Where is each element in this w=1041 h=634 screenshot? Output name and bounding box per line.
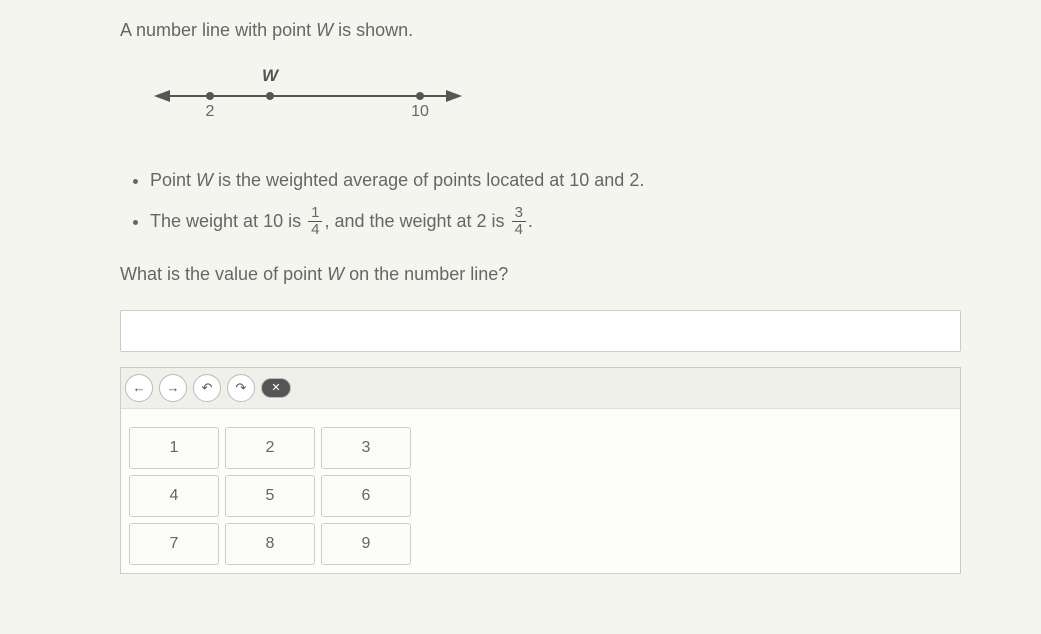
key-4[interactable]: 4	[129, 475, 219, 517]
intro-var: W	[316, 20, 333, 40]
bullet-1: Point W is the weighted average of point…	[150, 166, 961, 195]
question-text: What is the value of point W on the numb…	[120, 264, 961, 285]
numberline-label-w: W	[262, 66, 280, 85]
q-prefix: What is the value of point	[120, 264, 327, 284]
q-suffix: on the number line?	[344, 264, 508, 284]
key-8[interactable]: 8	[225, 523, 315, 565]
clear-icon: ✕	[271, 381, 280, 394]
key-5[interactable]: 5	[225, 475, 315, 517]
key-3[interactable]: 3	[321, 427, 411, 469]
q-var: W	[327, 264, 344, 284]
b1-var: W	[196, 170, 213, 190]
key-7[interactable]: 7	[129, 523, 219, 565]
fraction-1: 14	[308, 205, 322, 239]
b2-mid: , and the weight at 2 is	[324, 211, 509, 231]
bullet-list: Point W is the weighted average of point…	[150, 166, 961, 239]
b2-suffix: .	[528, 211, 533, 231]
clear-button[interactable]: ✕	[261, 378, 291, 398]
arrow-right-icon: →	[167, 380, 180, 395]
frac1-den: 4	[308, 222, 322, 239]
frac2-num: 3	[512, 205, 526, 223]
undo-button[interactable]: ↶	[193, 374, 221, 402]
numberline-svg: W 2 10	[160, 61, 460, 131]
answer-input[interactable]	[120, 310, 961, 352]
key-6[interactable]: 6	[321, 475, 411, 517]
numberline-figure: W 2 10	[160, 61, 961, 136]
arrow-left-icon: ←	[133, 380, 146, 395]
fraction-2: 34	[512, 205, 526, 239]
intro-suffix: is shown.	[333, 20, 413, 40]
forward-button[interactable]: →	[159, 374, 187, 402]
keypad: 1 2 3 4 5 6 7 8 9	[121, 419, 960, 573]
key-2[interactable]: 2	[225, 427, 315, 469]
intro-prefix: A number line with point	[120, 20, 316, 40]
intro-text: A number line with point W is shown.	[120, 20, 961, 41]
b2-prefix: The weight at 10 is	[150, 211, 306, 231]
key-9[interactable]: 9	[321, 523, 411, 565]
bullet-2: The weight at 10 is 14, and the weight a…	[150, 205, 961, 239]
frac1-num: 1	[308, 205, 322, 223]
back-button[interactable]: ←	[125, 374, 153, 402]
b1-prefix: Point	[150, 170, 196, 190]
numberline-tick-left: 2	[206, 103, 215, 120]
question-content: A number line with point W is shown. W 2…	[40, 20, 1001, 574]
redo-icon: ↷	[236, 380, 247, 396]
redo-button[interactable]: ↷	[227, 374, 255, 402]
numberline-tick-right: 10	[411, 103, 429, 120]
key-1[interactable]: 1	[129, 427, 219, 469]
frac2-den: 4	[512, 222, 526, 239]
keypad-panel: ← → ↶ ↷ ✕ 1 2 3 4 5 6 7 8 9	[120, 367, 961, 574]
undo-icon: ↶	[202, 380, 213, 396]
toolbar: ← → ↶ ↷ ✕	[121, 368, 960, 409]
b1-suffix: is the weighted average of points locate…	[213, 170, 644, 190]
